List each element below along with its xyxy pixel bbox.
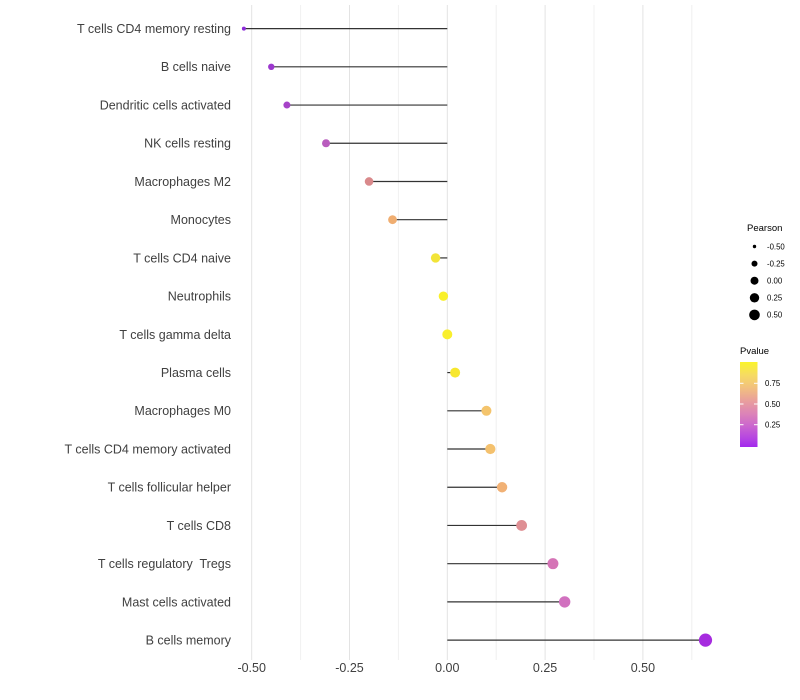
x-axis-labels: -0.50 -0.25 0.00 0.25 0.50: [237, 661, 655, 675]
legend-size-dot-0.50: [749, 309, 760, 321]
legend-size-label: -0.25: [767, 259, 785, 268]
y-axis-labels: T cells CD4 memory resting B cells naive D…: [65, 22, 232, 648]
y-label-t-cells-cd4-naive: T cells CD4 naive: [133, 251, 231, 265]
x-tick-label: -0.50: [237, 661, 266, 675]
pvalue-colorbar: [740, 362, 758, 447]
x-tick-label: 0.25: [533, 661, 557, 675]
legend-size-dot--0.25: [751, 260, 758, 267]
legend-size-dot-0.00: [750, 276, 759, 285]
y-label-b-cells-naive: B cells naive: [161, 60, 231, 74]
point-b-cells-memory: [698, 633, 713, 647]
point-t-cells-cd4-memory-resting: [241, 26, 246, 31]
point-t-cells-follicular-helper: [496, 482, 508, 493]
x-tick-label: 0.50: [631, 661, 655, 675]
legend-pvalue-color: Pvalue 0.75 0.50 0.25: [740, 346, 781, 447]
colorbar-label: 0.25: [765, 421, 781, 430]
grid-minor: [300, 5, 693, 660]
y-label-plasma-cells: Plasma cells: [161, 366, 231, 380]
legend-pearson-size: Pearson -0.50 -0.25 0.00 0.25 0.50: [747, 223, 785, 321]
y-label-nk-cells-resting: NK cells resting: [144, 137, 231, 151]
y-label-t-cells-gamma-delta: T cells gamma delta: [119, 328, 231, 342]
y-label-mast-cells-activated: Mast cells activated: [122, 595, 231, 609]
legend-size-label: 0.50: [767, 311, 783, 320]
x-tick-label: -0.25: [335, 661, 364, 675]
lollipop-points: [241, 26, 713, 647]
x-tick-label: 0.00: [435, 661, 459, 675]
y-label-neutrophils: Neutrophils: [168, 290, 231, 304]
point-monocytes: [388, 215, 397, 225]
legend-size-label: -0.50: [767, 242, 785, 251]
legend-size-dot--0.50: [752, 244, 757, 249]
point-nk-cells-resting: [322, 139, 331, 148]
colorbar-label: 0.50: [765, 400, 781, 409]
point-t-cells-regulatory-tregs: [547, 558, 559, 570]
point-t-cells-cd4-memory-activated: [485, 443, 496, 455]
y-label-monocytes: Monocytes: [171, 213, 231, 227]
y-label-t-cells-cd4-memory-activated: T cells CD4 memory activated: [65, 442, 232, 456]
point-t-cells-cd8: [516, 520, 528, 531]
point-macrophages-m0: [481, 405, 492, 416]
point-mast-cells-activated: [558, 596, 571, 608]
legend-size-dot-0.25: [749, 293, 760, 303]
y-label-t-cells-cd8: T cells CD8: [167, 519, 231, 533]
colorbar-label: 0.75: [765, 379, 781, 388]
legend-size-label: 0.00: [767, 277, 783, 286]
point-plasma-cells: [450, 367, 461, 378]
point-neutrophils: [438, 291, 449, 301]
point-t-cells-cd4-naive: [430, 253, 441, 263]
point-b-cells-naive: [268, 63, 275, 71]
y-label-dendritic-cells-activated: Dendritic cells activated: [100, 98, 231, 112]
legend-size-label: 0.25: [767, 294, 783, 303]
y-label-b-cells-memory: B cells memory: [146, 634, 232, 648]
point-t-cells-gamma-delta: [442, 329, 453, 340]
lollipop-stems: [243, 28, 706, 641]
y-label-macrophages-m2: Macrophages M2: [134, 175, 231, 189]
point-dendritic-cells-activated: [283, 101, 291, 109]
y-label-t-cells-follicular-helper: T cells follicular helper: [108, 481, 231, 495]
legend-pvalue-title: Pvalue: [740, 346, 769, 357]
y-label-macrophages-m0: Macrophages M0: [134, 404, 231, 418]
y-label-t-cells-cd4-memory-resting: T cells CD4 memory resting: [77, 22, 231, 36]
legend-pearson-title: Pearson: [747, 223, 782, 234]
y-label-t-cells-regulatory-tregs: T cells regulatory Tregs: [98, 557, 231, 571]
point-macrophages-m2: [364, 177, 374, 186]
grid-major: [251, 5, 644, 660]
